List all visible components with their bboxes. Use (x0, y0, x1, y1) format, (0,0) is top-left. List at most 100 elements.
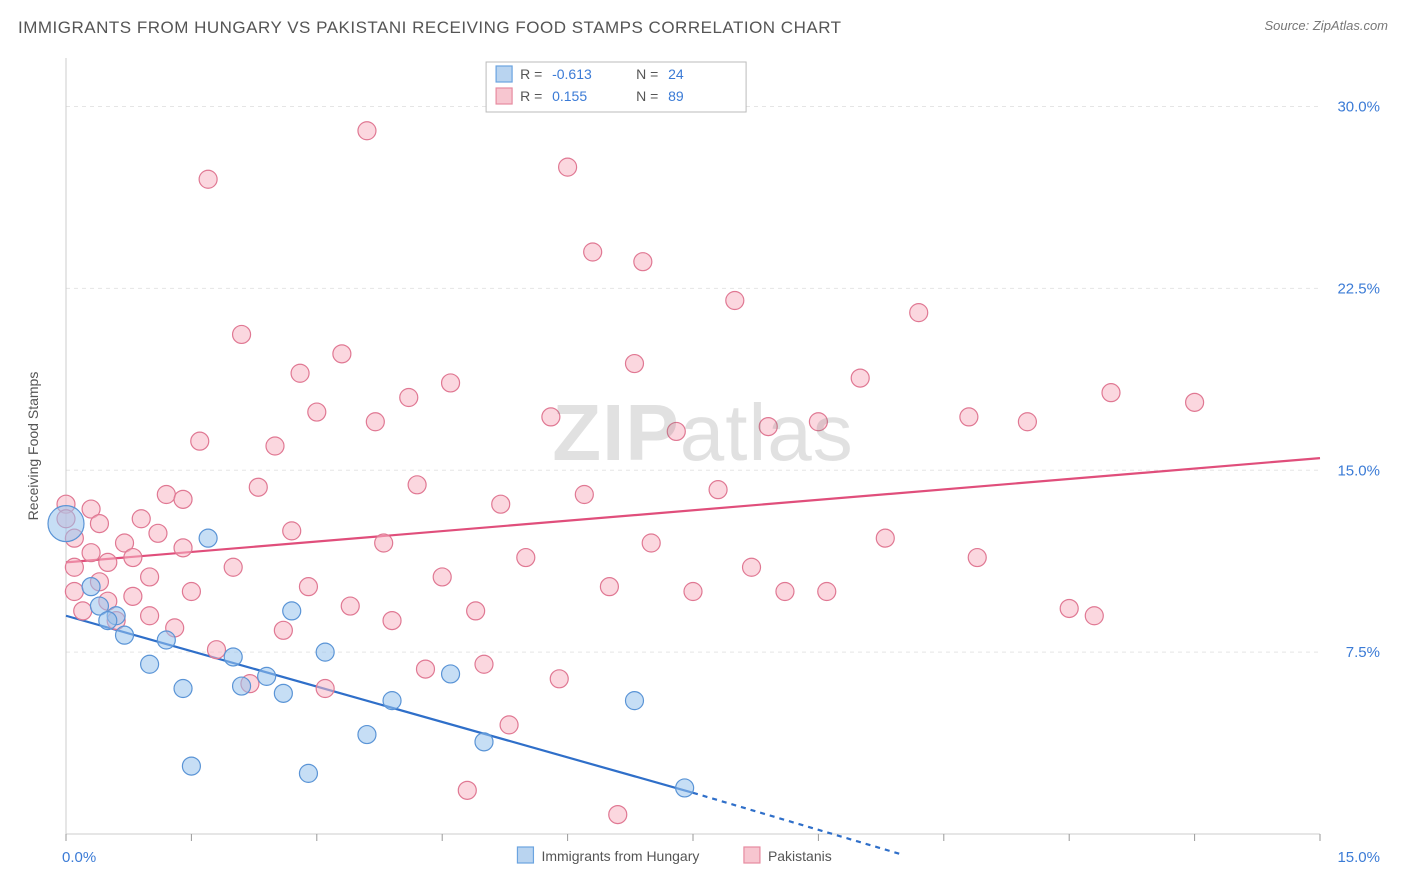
point-pakistani (809, 413, 827, 431)
point-pakistani (625, 355, 643, 373)
point-pakistani (726, 292, 744, 310)
point-pakistani (517, 549, 535, 567)
point-pakistani (408, 476, 426, 494)
point-pakistani (709, 481, 727, 499)
legend-bottom-label: Immigrants from Hungary (541, 848, 699, 864)
point-pakistani (207, 641, 225, 659)
trend-line-dash-hungary (693, 793, 900, 854)
point-pakistani (157, 486, 175, 504)
point-pakistani (400, 389, 418, 407)
point-pakistani (575, 486, 593, 504)
point-pakistani (642, 534, 660, 552)
legend-swatch (496, 88, 512, 104)
point-pakistani (743, 558, 761, 576)
point-hungary (299, 764, 317, 782)
point-pakistani (316, 680, 334, 698)
point-pakistani (433, 568, 451, 586)
point-pakistani (366, 413, 384, 431)
point-hungary (274, 684, 292, 702)
legend-n-label: N = (636, 88, 658, 104)
point-pakistani (132, 510, 150, 528)
y-tick-label: 30.0% (1337, 99, 1380, 116)
legend-r-label: R = (520, 66, 542, 82)
point-hungary (283, 602, 301, 620)
point-pakistani (776, 583, 794, 601)
point-pakistani (299, 578, 317, 596)
point-pakistani (308, 403, 326, 421)
point-pakistani (1186, 393, 1204, 411)
point-hungary (116, 626, 134, 644)
point-pakistani (1018, 413, 1036, 431)
point-pakistani (333, 345, 351, 363)
point-hungary (224, 648, 242, 666)
point-pakistani (1102, 384, 1120, 402)
y-tick-label: 15.0% (1337, 462, 1380, 479)
point-hungary (141, 655, 159, 673)
point-pakistani (759, 418, 777, 436)
point-pakistani (416, 660, 434, 678)
point-pakistani (458, 781, 476, 799)
point-hungary (383, 692, 401, 710)
point-pakistani (1085, 607, 1103, 625)
point-hungary (358, 726, 376, 744)
point-pakistani (851, 369, 869, 387)
point-pakistani (500, 716, 518, 734)
point-pakistani (960, 408, 978, 426)
legend-r-value: 0.155 (552, 88, 587, 104)
legend-n-value: 24 (668, 66, 684, 82)
point-pakistani (141, 568, 159, 586)
point-pakistani (910, 304, 928, 322)
point-pakistani (550, 670, 568, 688)
point-pakistani (375, 534, 393, 552)
point-pakistani (818, 583, 836, 601)
point-pakistani (65, 558, 83, 576)
point-pakistani (559, 158, 577, 176)
point-hungary (157, 631, 175, 649)
point-pakistani (383, 612, 401, 630)
point-hungary (316, 643, 334, 661)
point-pakistani (266, 437, 284, 455)
trend-line-pakistani (66, 458, 1320, 562)
point-pakistani (82, 544, 100, 562)
point-pakistani (283, 522, 301, 540)
point-pakistani (876, 529, 894, 547)
point-pakistani (492, 495, 510, 513)
point-hungary (48, 506, 84, 542)
point-pakistani (274, 621, 292, 639)
point-pakistani (291, 364, 309, 382)
point-pakistani (684, 583, 702, 601)
point-pakistani (249, 478, 267, 496)
legend-n-value: 89 (668, 88, 684, 104)
point-hungary (199, 529, 217, 547)
point-pakistani (634, 253, 652, 271)
point-pakistani (199, 170, 217, 188)
x-tick-label: 15.0% (1337, 849, 1380, 866)
point-pakistani (74, 602, 92, 620)
point-pakistani (174, 490, 192, 508)
point-pakistani (99, 553, 117, 571)
legend-r-value: -0.613 (552, 66, 592, 82)
point-pakistani (90, 515, 108, 533)
legend-bottom-swatch (517, 847, 533, 863)
point-hungary (676, 779, 694, 797)
point-hungary (233, 677, 251, 695)
point-hungary (182, 757, 200, 775)
point-hungary (82, 578, 100, 596)
point-pakistani (667, 422, 685, 440)
point-hungary (174, 680, 192, 698)
point-pakistani (233, 325, 251, 343)
point-pakistani (358, 122, 376, 140)
point-pakistani (124, 549, 142, 567)
point-pakistani (609, 806, 627, 824)
point-pakistani (968, 549, 986, 567)
legend-bottom-swatch (744, 847, 760, 863)
y-axis-label: Receiving Food Stamps (25, 372, 41, 521)
point-pakistani (174, 539, 192, 557)
point-pakistani (475, 655, 493, 673)
legend-swatch (496, 66, 512, 82)
point-pakistani (1060, 599, 1078, 617)
point-pakistani (467, 602, 485, 620)
point-pakistani (542, 408, 560, 426)
point-pakistani (341, 597, 359, 615)
point-pakistani (65, 583, 83, 601)
